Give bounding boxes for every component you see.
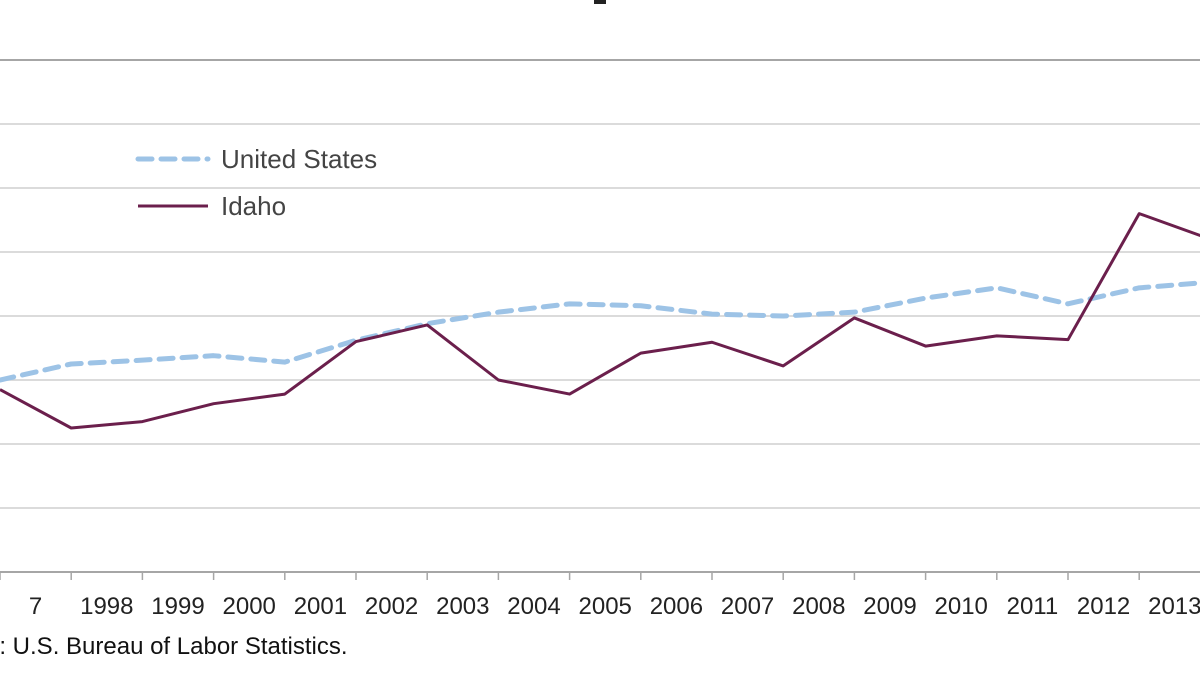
- x-tick-label: 2007: [721, 593, 774, 620]
- source-note: e: U.S. Bureau of Labor Statistics.: [0, 633, 348, 660]
- x-tick-label: 7: [29, 593, 42, 620]
- x-tick-label: 2011: [1007, 593, 1059, 620]
- x-tick-label: 2003: [436, 593, 489, 620]
- x-tick-label: 2001: [294, 593, 347, 620]
- x-tick-label: 2008: [792, 593, 845, 620]
- series-lines: [0, 212, 1200, 430]
- x-tick-label: 2006: [650, 593, 703, 620]
- legend-label: Idaho: [221, 191, 286, 221]
- x-tick-label: 2000: [223, 593, 276, 620]
- series-line-idaho: [0, 212, 1200, 430]
- x-tick-label: 2012: [1077, 593, 1130, 620]
- x-tick-label: 2009: [863, 593, 916, 620]
- axes: [0, 59, 1200, 580]
- series-line-united-states: [0, 280, 1200, 383]
- gridlines: [0, 123, 1200, 509]
- x-tick-label: 1998: [80, 593, 133, 620]
- x-tick-label: 2010: [935, 593, 988, 620]
- x-tick-label: 2004: [507, 593, 560, 620]
- x-tick-label: 2005: [579, 593, 632, 620]
- title-fragment: [594, 0, 606, 4]
- legend-label: United States: [221, 144, 377, 174]
- x-tick-labels: 7 1998 1999 2000 2001 2002 2003 2004 2005 2006 200…: [29, 593, 1200, 620]
- x-tick-label: 2013: [1148, 593, 1200, 620]
- legend: United States Idaho: [135, 144, 377, 221]
- x-tick-label: 1999: [151, 593, 204, 620]
- x-tick-label: 2002: [365, 593, 418, 620]
